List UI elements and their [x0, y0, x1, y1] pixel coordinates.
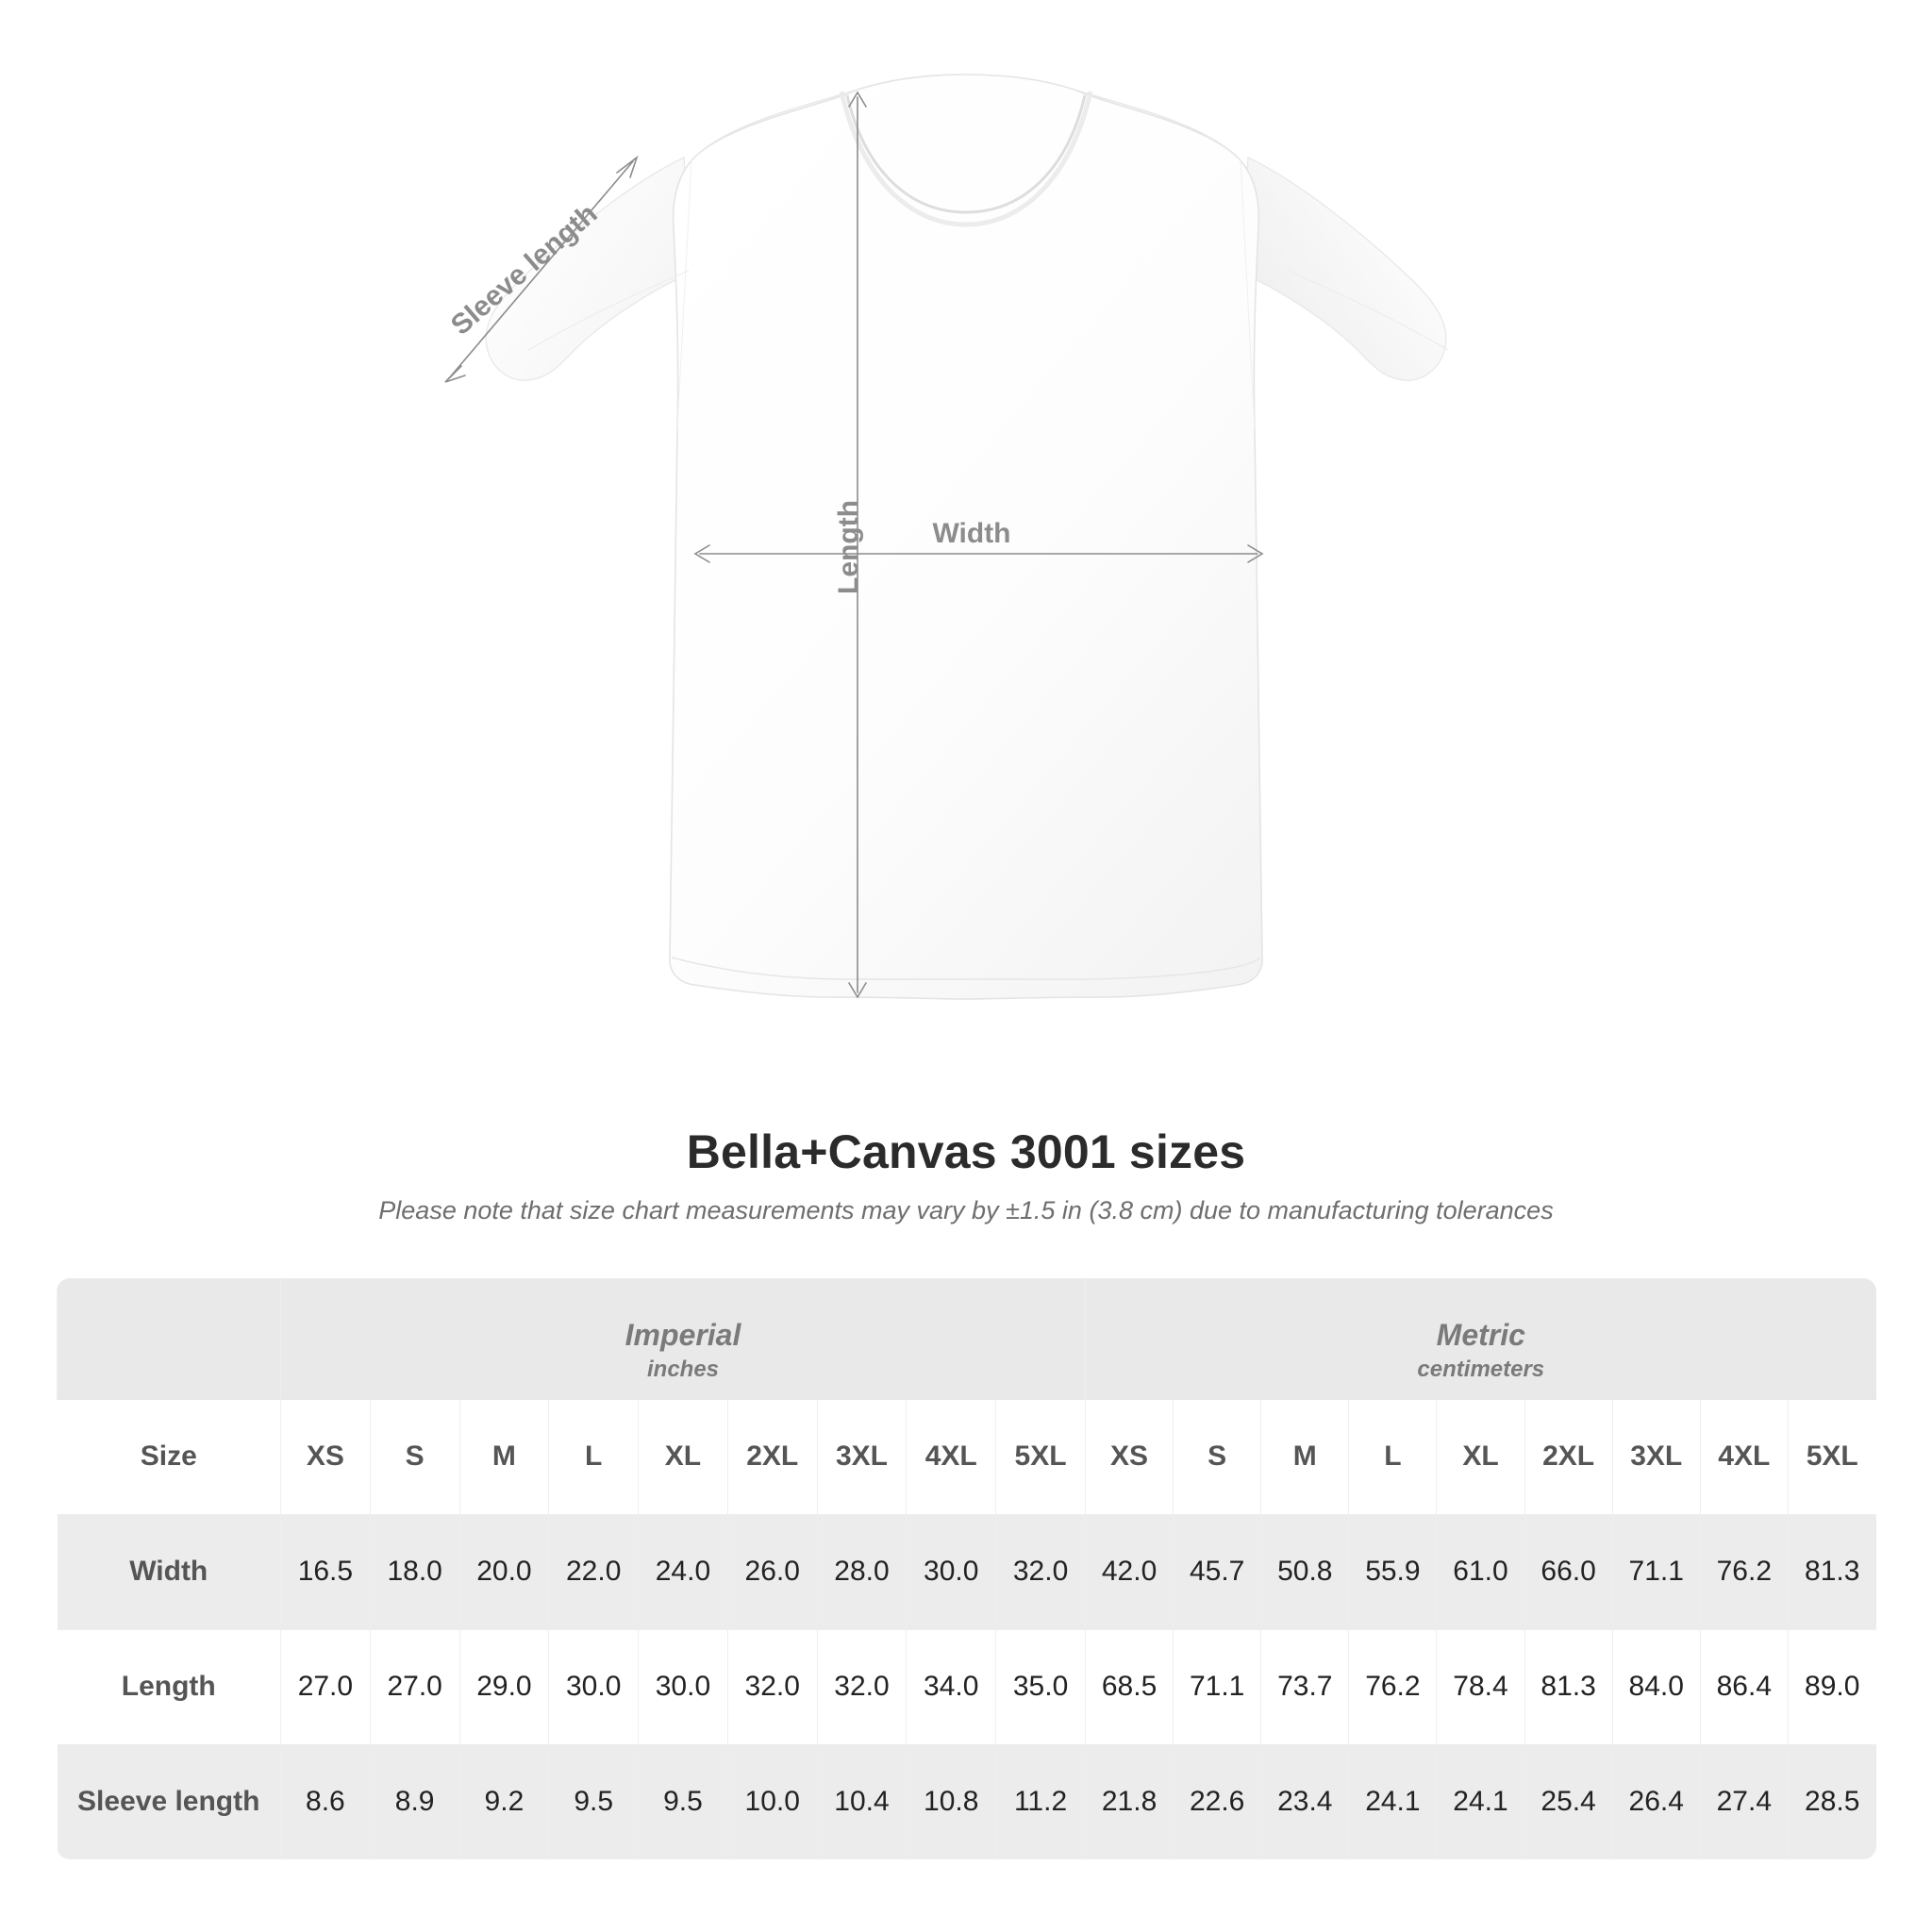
svg-text:Width: Width [932, 518, 1010, 549]
svg-text:Length: Length [833, 500, 864, 594]
